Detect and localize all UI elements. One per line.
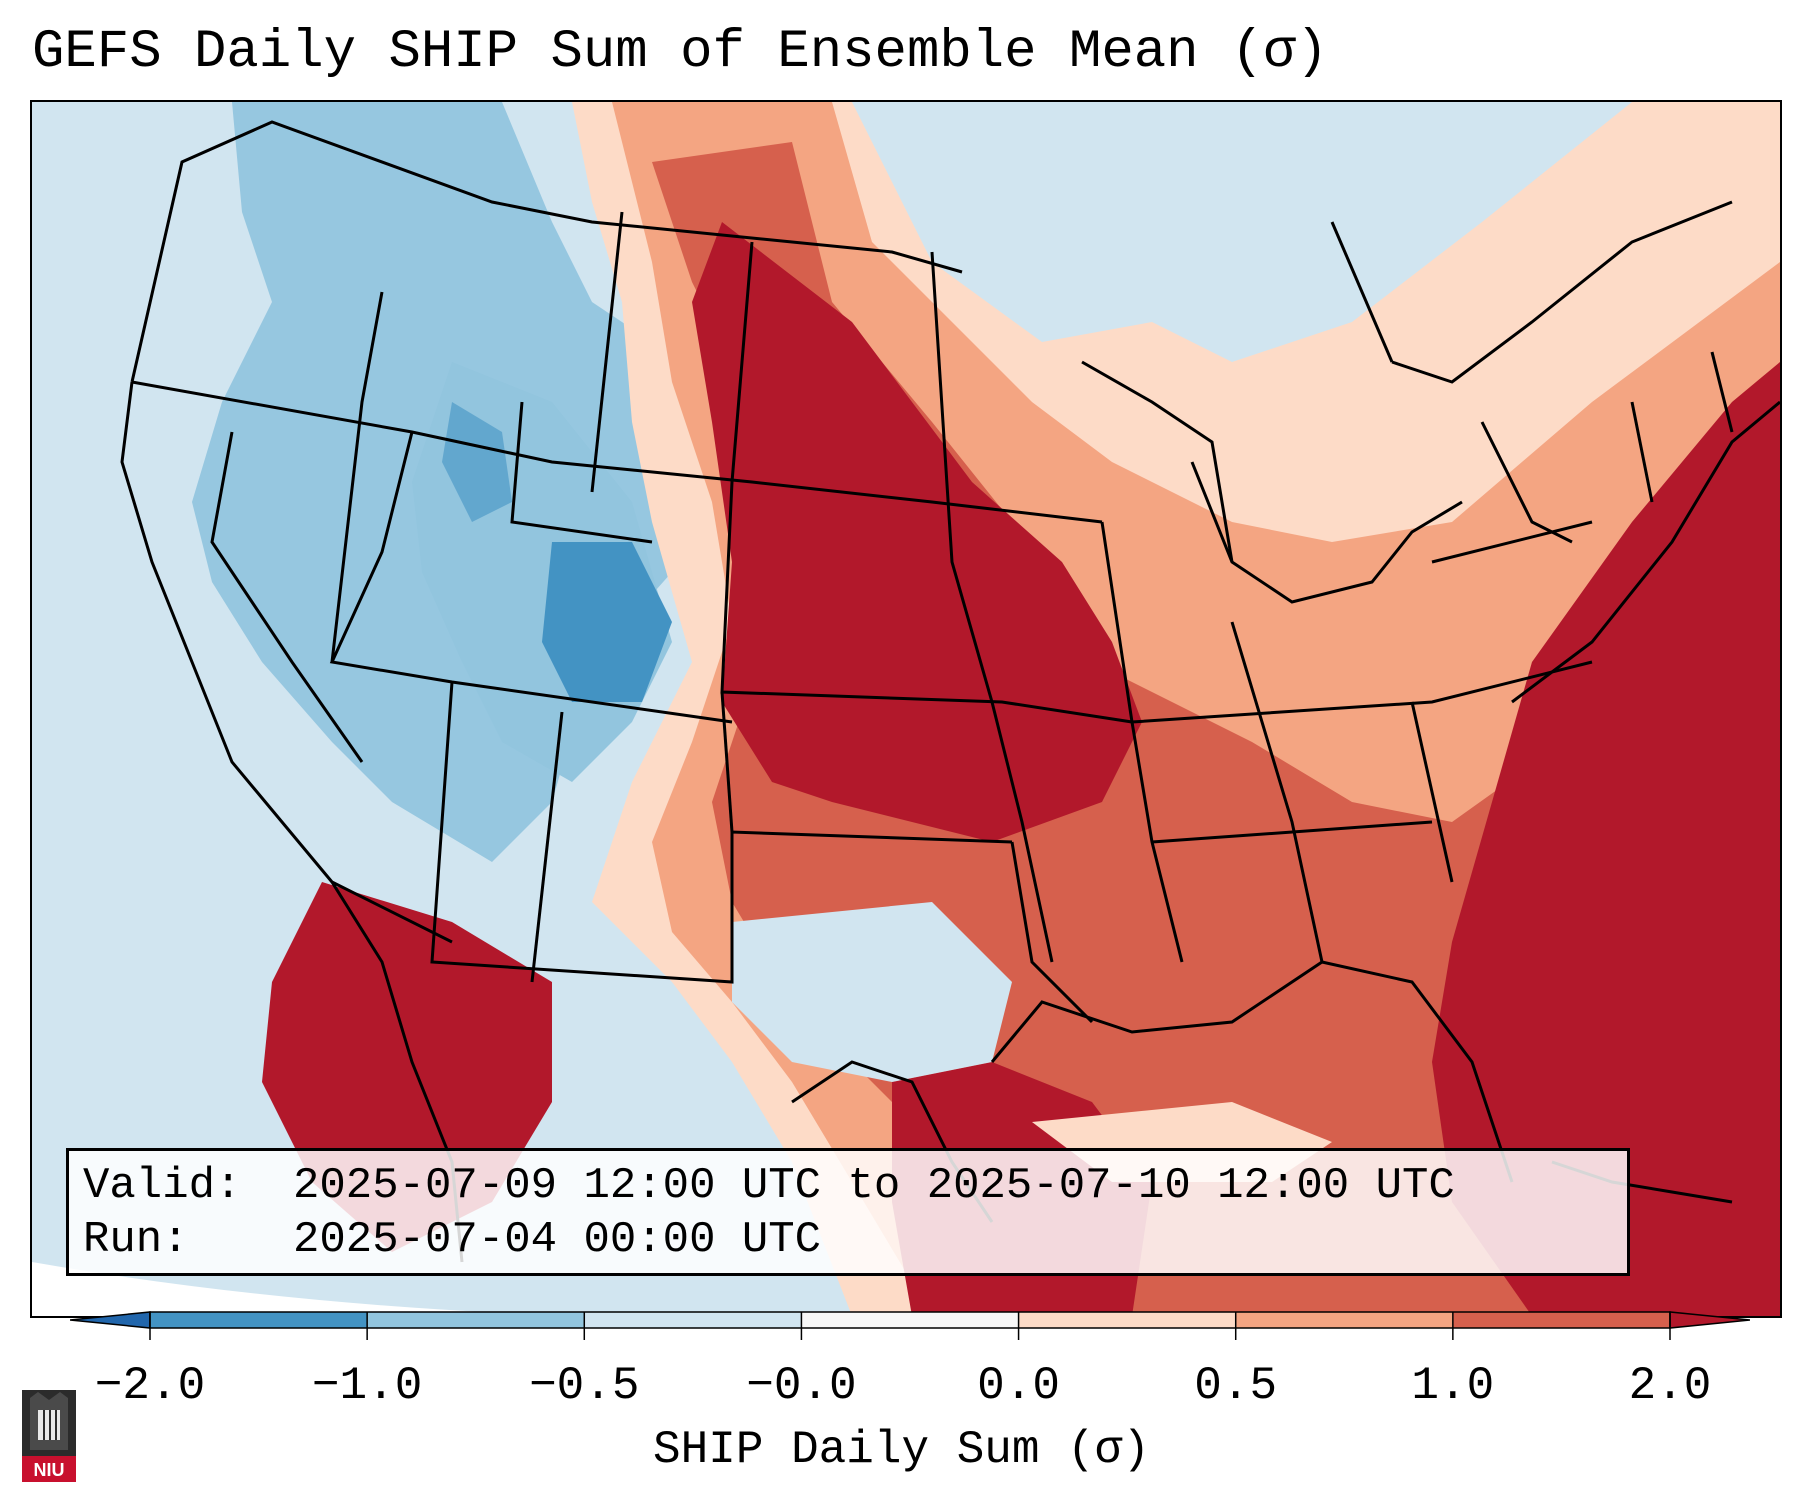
map-panel — [30, 100, 1782, 1318]
colorbar-bin — [150, 1312, 368, 1328]
colorbar-tick-label: −0.5 — [529, 1360, 640, 1412]
dark-blue-colorado — [542, 542, 672, 702]
colorbar-tick-label: 1.0 — [1411, 1360, 1495, 1412]
ship-anomaly-map — [32, 102, 1780, 1316]
colorbar-tick-label: −2.0 — [94, 1360, 206, 1412]
colorbar-bin — [1452, 1312, 1670, 1328]
colorbar-tick-label: 0.5 — [1194, 1360, 1278, 1412]
colorbar-bin — [584, 1312, 802, 1328]
map-extent-edge — [32, 1262, 932, 1316]
state-outlines — [120, 120, 1780, 1263]
dark-blue-idaho — [442, 402, 512, 522]
valid-value: 2025-07-09 12:00 UTC to 2025-07-10 12:00… — [293, 1161, 1455, 1211]
run-value: 2025-07-04 00:00 UTC — [293, 1215, 822, 1265]
colorbar-bin — [1018, 1312, 1236, 1328]
dark-red-plains — [692, 222, 1142, 842]
valid-run-info-box: Valid: 2025-07-09 12:00 UTC to 2025-07-10… — [66, 1148, 1630, 1276]
chart-title: GEFS Daily SHIP Sum of Ensemble Mean (σ) — [32, 22, 1329, 83]
dark-red-atlantic — [1432, 362, 1780, 1316]
colorbar-bin — [801, 1312, 1019, 1328]
light-blue-texas — [732, 902, 1012, 1082]
colorbar-extend-low — [70, 1311, 151, 1329]
colorbar — [70, 1311, 1750, 1340]
colorbar-tick-label: 0.0 — [977, 1360, 1060, 1412]
colorbar-bin — [367, 1312, 585, 1328]
colorbar-label: SHIP Daily Sum (σ) — [653, 1424, 1150, 1476]
valid-label: Valid: — [83, 1161, 242, 1211]
colorbar-bin — [1235, 1312, 1453, 1328]
colorbar-tick-label: −0.0 — [746, 1360, 857, 1412]
run-label: Run: — [83, 1215, 189, 1265]
colorbar-extend-high — [1669, 1311, 1750, 1329]
colorbar-tick-label: −1.0 — [311, 1360, 423, 1412]
university-tower-icon: NIU — [22, 1390, 76, 1482]
logo-text: NIU — [34, 1460, 65, 1480]
colorbar-tick-label: 2.0 — [1628, 1360, 1712, 1412]
